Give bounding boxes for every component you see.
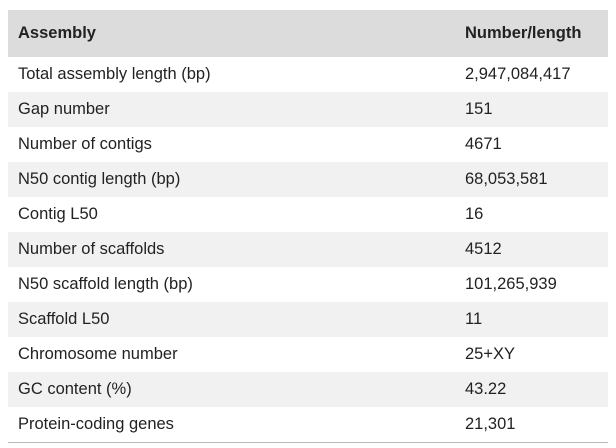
table-row: Protein-coding genes 21,301	[8, 407, 608, 443]
row-label: Protein-coding genes	[8, 407, 455, 443]
row-value: 16	[465, 205, 484, 223]
table-row: Scaffold L50 11	[8, 302, 608, 337]
row-label: Number of contigs	[18, 135, 152, 153]
row-label: Number of scaffolds	[8, 232, 455, 267]
row-label: GC content (%)	[8, 372, 455, 407]
row-label: Chromosome number	[18, 345, 178, 363]
row-label: Contig L50	[18, 205, 98, 223]
row-value: 25+XY	[465, 345, 515, 363]
table-row: Chromosome number 25+XY	[8, 337, 608, 372]
row-value: 68,053,581	[455, 162, 608, 197]
table-row: Number of contigs 4671	[8, 127, 608, 162]
row-value: 21,301	[455, 407, 608, 443]
row-label: Scaffold L50	[8, 302, 455, 337]
header-cell: Number/length	[455, 10, 608, 57]
table-row: N50 scaffold length (bp) 101,265,939	[8, 267, 608, 302]
row-label: N50 contig length (bp)	[8, 162, 455, 197]
table-row: N50 contig length (bp) 68,053,581	[8, 162, 608, 197]
table-row: Contig L50 16	[8, 197, 608, 232]
row-value: 101,265,939	[465, 275, 557, 293]
header-cell: Assembly	[8, 10, 455, 57]
table-row: Total assembly length (bp) 2,947,084,417	[8, 57, 608, 92]
table-row: Number of scaffolds 4512	[8, 232, 608, 267]
row-value: 2,947,084,417	[465, 65, 571, 83]
row-value: 151	[455, 92, 608, 127]
row-value: 43.22	[455, 372, 608, 407]
row-value: 11	[455, 302, 608, 337]
row-label: Gap number	[8, 92, 455, 127]
row-label: Total assembly length (bp)	[18, 65, 211, 83]
row-value: 4671	[465, 135, 502, 153]
table-row: Gap number 151	[8, 92, 608, 127]
table-row: GC content (%) 43.22	[8, 372, 608, 407]
row-label: N50 scaffold length (bp)	[18, 275, 193, 293]
data-table: Assembly Number/length Total assembly le…	[8, 10, 608, 443]
header-row: Assembly Number/length	[8, 10, 608, 57]
row-value: 4512	[455, 232, 608, 267]
table-body: Total assembly length (bp) 2,947,084,417 G…	[8, 57, 608, 443]
table-header: Assembly Number/length	[8, 10, 608, 57]
